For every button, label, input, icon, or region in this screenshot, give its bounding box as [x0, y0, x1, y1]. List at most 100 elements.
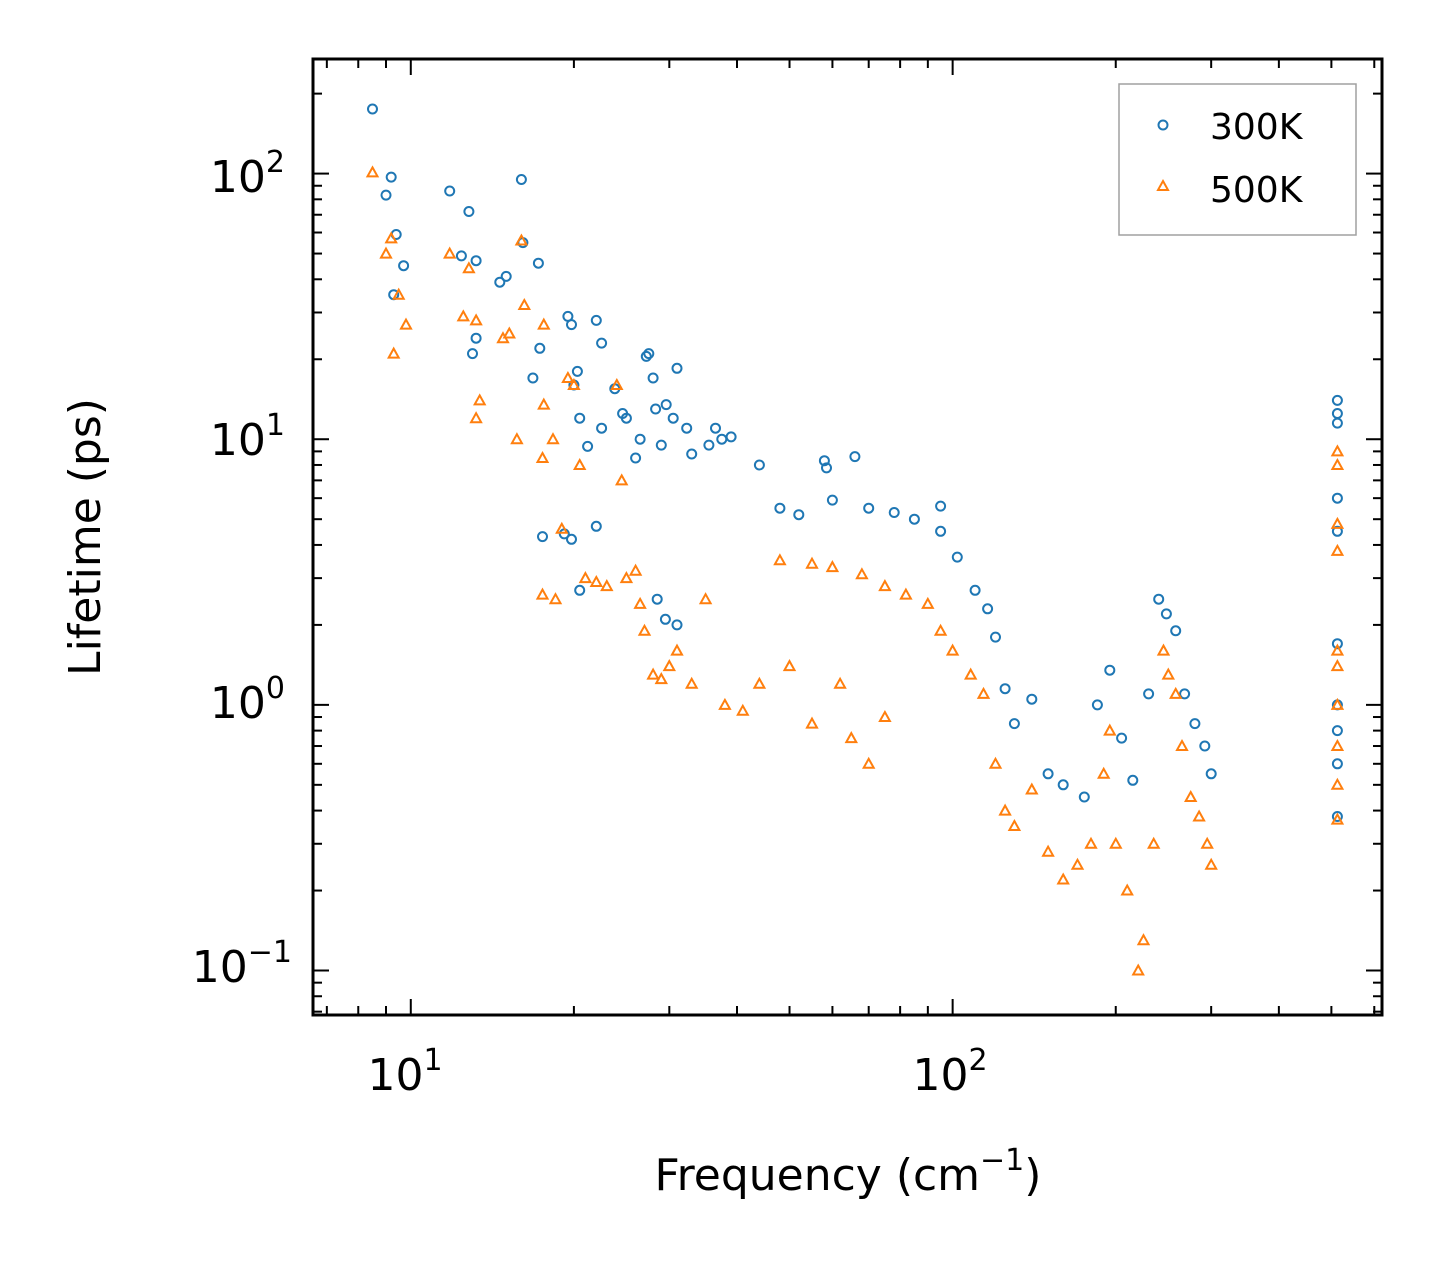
- data-point-300K: [671, 362, 683, 374]
- data-point-500K: [1330, 543, 1345, 556]
- data-point-300K: [655, 439, 667, 451]
- legend-box: [1118, 83, 1357, 236]
- data-point-500K: [752, 676, 767, 689]
- data-point-500K: [1120, 883, 1134, 896]
- data-point-500K: [718, 697, 732, 710]
- data-point-300K: [818, 455, 830, 467]
- data-point-300K: [990, 631, 1001, 643]
- y-tick-label: 10−1: [192, 935, 292, 993]
- y-tick-label: 102: [210, 145, 285, 203]
- data-point-300K: [640, 350, 652, 362]
- data-point-500K: [685, 676, 699, 689]
- data-point-500K: [998, 803, 1012, 816]
- data-point-500K: [1330, 457, 1345, 470]
- data-point-300K: [494, 276, 506, 288]
- data-point-500K: [1175, 738, 1189, 751]
- data-point-500K: [921, 596, 935, 609]
- data-point-300K: [574, 584, 586, 596]
- data-point-300K: [467, 348, 478, 360]
- data-point-500K: [469, 313, 483, 326]
- data-point-500K: [578, 571, 593, 584]
- data-point-500K: [546, 432, 560, 445]
- data-point-500K: [1097, 766, 1111, 779]
- data-point-500K: [662, 659, 676, 672]
- legend-label-300K: 300K: [1210, 107, 1304, 148]
- data-point-500K: [456, 309, 470, 322]
- data-point-500K: [805, 556, 819, 569]
- data-point-300K: [1179, 688, 1191, 700]
- data-point-300K: [1057, 779, 1069, 791]
- data-point-300K: [574, 412, 586, 424]
- data-point-300K: [1331, 758, 1343, 770]
- data-point-500K: [1025, 782, 1039, 795]
- data-point-500K: [862, 756, 876, 769]
- data-point-500K: [514, 233, 529, 246]
- data-point-500K: [1330, 643, 1345, 656]
- data-point-300K: [826, 494, 838, 506]
- data-point-500K: [933, 623, 948, 636]
- data-point-300K: [725, 431, 737, 443]
- data-point-500K: [502, 326, 516, 339]
- data-point-500K: [1330, 777, 1345, 790]
- y-tick-label: 100: [210, 671, 285, 729]
- data-point-500K: [1161, 667, 1175, 680]
- data-point-300K: [935, 525, 947, 537]
- data-point-500K: [1330, 516, 1345, 529]
- data-point-500K: [670, 643, 684, 656]
- data-point-300K: [596, 422, 608, 434]
- data-point-300K: [1160, 608, 1172, 620]
- data-point-500K: [610, 377, 624, 390]
- data-point-500K: [1070, 857, 1085, 870]
- data-point-500K: [1131, 963, 1145, 976]
- data-point-300K: [1205, 768, 1217, 780]
- data-point-500K: [365, 165, 380, 178]
- data-point-500K: [1109, 836, 1123, 849]
- data-point-500K: [1330, 444, 1345, 457]
- data-point-500K: [1103, 723, 1117, 736]
- data-point-300K: [681, 422, 693, 434]
- data-point-500K: [855, 567, 869, 580]
- data-point-500K: [443, 246, 457, 259]
- data-point-300K: [634, 433, 646, 445]
- data-point-500K: [945, 643, 960, 656]
- data-point-500K: [964, 667, 978, 680]
- data-point-300K: [590, 314, 602, 326]
- data-point-300K: [1331, 394, 1343, 406]
- data-point-300K: [888, 507, 900, 518]
- data-point-500K: [736, 703, 750, 716]
- data-point-500K: [1330, 812, 1345, 825]
- data-point-500K: [878, 709, 892, 722]
- data-point-300K: [1170, 625, 1182, 637]
- data-point-300K: [367, 103, 378, 115]
- data-point-500K: [384, 231, 398, 244]
- data-point-500K: [833, 676, 847, 689]
- data-point-500K: [589, 574, 603, 587]
- data-point-300K: [774, 502, 786, 514]
- data-point-500K: [782, 659, 797, 672]
- data-point-300K: [659, 613, 671, 625]
- data-point-300K: [1199, 740, 1211, 752]
- data-point-300K: [821, 462, 832, 474]
- data-point-300K: [1042, 768, 1054, 780]
- data-point-300K: [527, 372, 539, 384]
- data-point-500K: [1330, 738, 1345, 751]
- legend: 300K 500K: [1118, 83, 1357, 236]
- data-point-300K: [566, 533, 577, 545]
- data-point-300K: [398, 260, 410, 272]
- data-point-500K: [1147, 836, 1161, 849]
- data-point-500K: [537, 317, 551, 330]
- data-point-300K: [849, 451, 861, 463]
- data-point-500K: [988, 756, 1003, 769]
- data-point-500K: [379, 246, 393, 259]
- data-point-500K: [600, 579, 614, 592]
- data-point-300K: [463, 206, 475, 217]
- data-point-500K: [567, 377, 581, 390]
- data-point-500K: [462, 261, 476, 274]
- data-point-500K: [1007, 818, 1022, 831]
- data-point-300K: [470, 332, 482, 344]
- data-point-300K: [686, 448, 698, 460]
- data-point-300K: [710, 422, 721, 434]
- legend-marker-500K: [1156, 178, 1170, 191]
- data-point-300K: [566, 319, 577, 331]
- data-point-500K: [555, 521, 569, 534]
